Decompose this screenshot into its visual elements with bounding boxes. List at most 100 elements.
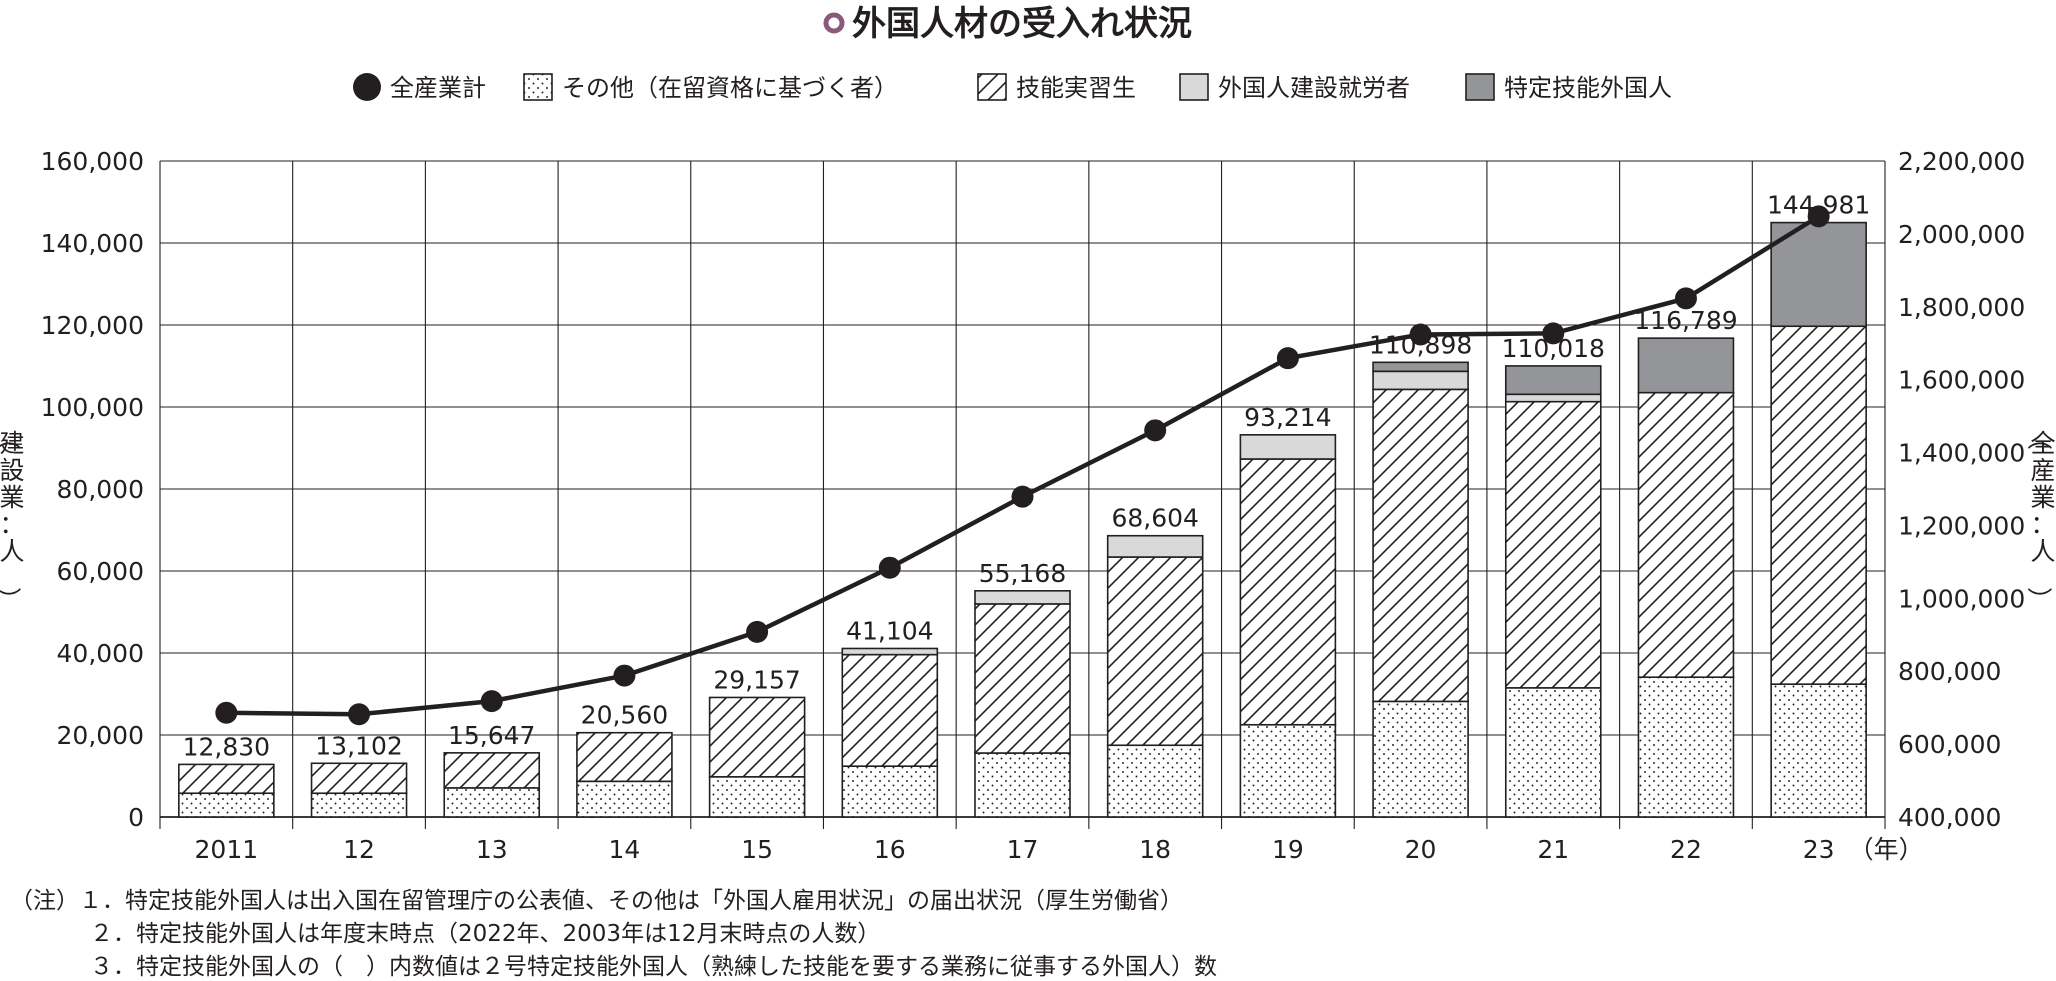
bar-total-label: 20,560	[581, 701, 668, 730]
right-axis-tick-label: 1,800,000	[1898, 293, 2025, 322]
legend-label: 技能実習生	[1016, 74, 1136, 102]
x-axis-tick-label: 21	[1537, 835, 1569, 864]
x-axis-tick-label: 20	[1405, 835, 1437, 864]
line-point	[1807, 205, 1830, 228]
right-axis-tick-label: 1,400,000	[1898, 439, 2025, 468]
bar-total-label: 41,104	[846, 616, 933, 645]
left-axis-tick-label: 0	[128, 803, 144, 832]
chart-title: 外国人材の受入れ状況	[852, 4, 1192, 44]
legend-swatch-dark-gray	[1465, 73, 1495, 101]
bar-segment-dark-gray	[1770, 221, 1867, 328]
line-point	[1144, 419, 1167, 442]
x-axis-tick-label: 17	[1007, 835, 1039, 864]
right-axis-tick-label: 2,000,000	[1898, 220, 2025, 249]
bar-segment-hatch	[1770, 325, 1867, 685]
bar-total-label: 12,830	[183, 732, 270, 761]
bar-total-label: 55,168	[979, 559, 1066, 588]
line-point	[1409, 323, 1432, 346]
bar-segment-light-gray	[1504, 393, 1602, 403]
line-point	[613, 664, 636, 687]
title-ring-icon	[823, 12, 845, 34]
legend-label: 全産業計	[390, 74, 486, 102]
bar-total-label: 68,604	[1111, 504, 1198, 533]
left-axis-tick-label: 160,000	[41, 147, 144, 176]
bar-total-label: 110,898	[1369, 330, 1472, 359]
x-axis-tick-label: 15	[741, 835, 773, 864]
bar-segment-dark-gray	[1637, 337, 1735, 394]
bar-segment-dots	[708, 776, 806, 818]
line-point	[348, 703, 371, 726]
bar-segment-light-gray	[1372, 370, 1469, 391]
right-axis-title: （全産業：人）	[2024, 425, 2055, 612]
axes: 0 20,000 40,000 60,000 80,000 100,000 120,000 1…	[0, 147, 2056, 864]
bar-segment-hatch	[576, 731, 673, 783]
x-axis-tick-label: 22	[1670, 835, 1702, 864]
bar-total-label: 116,789	[1634, 306, 1737, 335]
line-point	[215, 701, 238, 724]
bar-segment-hatch	[708, 696, 806, 778]
legend-swatch-light-gray	[1179, 73, 1209, 101]
bar-segment-dots	[1770, 683, 1867, 818]
legend-label: その他（在留資格に基づく者）	[562, 74, 898, 102]
x-axis-tick-label: 2011	[195, 835, 259, 864]
left-axis-tick-label: 80,000	[57, 475, 144, 504]
bar-segment-dots	[1239, 723, 1337, 818]
line-point	[480, 690, 503, 713]
bar-segment-hatch	[310, 762, 408, 795]
legend-label: 外国人建設就労者	[1218, 74, 1410, 102]
bar-segment-dots	[443, 787, 541, 818]
x-axis-tick-label: 23	[1803, 835, 1835, 864]
x-axis-tick-label: 14	[609, 835, 641, 864]
right-axis-tick-label: 2,200,000	[1898, 147, 2025, 176]
right-axis-tick-label: 1,600,000	[1898, 366, 2025, 395]
bar-total-label: 29,157	[713, 665, 800, 694]
legend: 全産業計 その他（在留資格に基づく者） 技能実習生 外国人建設就労者 特定技能外国人	[353, 73, 1672, 102]
bar-segment-dots	[1106, 744, 1204, 818]
bar-segment-dark-gray	[1372, 361, 1469, 373]
bar-segment-hatch	[1637, 391, 1735, 678]
left-axis-tick-label: 100,000	[41, 393, 144, 422]
footnote: ３．特定技能外国人の（ ）内数値は２号特定技能外国人（熟練した技能を要する業務に…	[90, 954, 1217, 980]
x-axis-tick-label: 12	[343, 835, 375, 864]
left-axis-tick-label: 120,000	[41, 311, 144, 340]
bar-segment-hatch	[1106, 556, 1204, 747]
right-axis-tick-label: 1,200,000	[1898, 511, 2025, 540]
bar-segment-dots	[1637, 676, 1735, 818]
legend-swatch-hatch	[977, 73, 1007, 101]
left-axis-title: （建設業：人）	[0, 425, 25, 612]
bar-segment-dots	[841, 765, 939, 818]
legend-swatch-dots	[523, 73, 553, 101]
right-axis-tick-label: 800,000	[1898, 657, 2001, 686]
bar-segment-dots	[974, 752, 1071, 818]
bars	[178, 221, 1867, 818]
right-axis-tick-label: 600,000	[1898, 730, 2001, 759]
left-axis-tick-label: 20,000	[57, 721, 144, 750]
x-axis-tick-label: 16	[874, 835, 906, 864]
bar-segment-dots	[1504, 687, 1602, 818]
bar-segment-dots	[1372, 700, 1469, 818]
bar-segment-dark-gray	[1504, 365, 1602, 396]
line-point	[1276, 347, 1299, 370]
left-axis-tick-label: 40,000	[57, 639, 144, 668]
bar-segment-hatch	[1372, 388, 1469, 703]
left-axis-tick-label: 140,000	[41, 229, 144, 258]
legend-marker-line	[353, 73, 381, 101]
bar-segment-hatch	[841, 653, 939, 767]
left-axis-tick-label: 60,000	[57, 557, 144, 586]
bar-segment-hatch	[974, 603, 1071, 754]
right-axis-tick-label: 1,000,000	[1898, 584, 2025, 613]
footnote: ２．特定技能外国人は年度末時点（2022年、2003年は12月末時点の人数）	[90, 921, 880, 947]
data-labels: 12,830 13,102 15,647 20,560 29,157 41,104 55,1…	[183, 191, 1871, 762]
x-axis-tick-label: 18	[1139, 835, 1171, 864]
bar-total-label: 93,214	[1244, 403, 1331, 432]
x-axis-tick-label: 13	[476, 835, 508, 864]
bar-segment-hatch	[443, 752, 541, 789]
bar-segment-hatch	[1504, 400, 1602, 689]
bar-segment-light-gray	[1106, 534, 1204, 558]
bar-segment-light-gray	[1239, 434, 1337, 460]
notes: （注）１．特定技能外国人は出入国在留管理庁の公表値、その他は「外国人雇用状況」の…	[10, 888, 1217, 980]
bar-segment-light-gray	[974, 590, 1071, 605]
line-point	[1542, 322, 1565, 345]
grid	[159, 160, 1886, 829]
